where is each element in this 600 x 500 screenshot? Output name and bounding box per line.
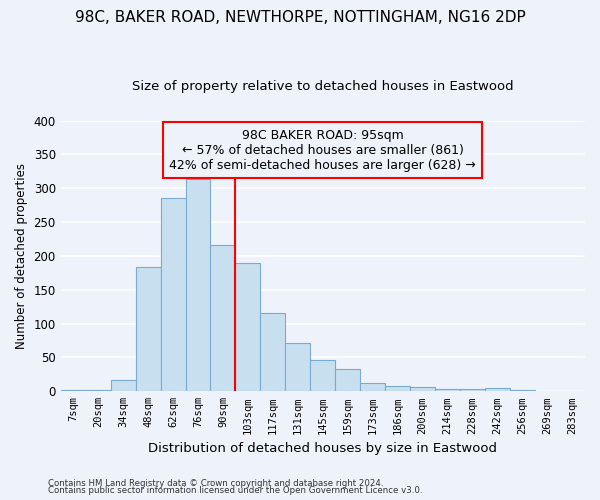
Bar bbox=[185, 180, 211, 392]
Bar bbox=[335, 369, 360, 392]
Text: Contains HM Land Registry data © Crown copyright and database right 2024.: Contains HM Land Registry data © Crown c… bbox=[48, 478, 383, 488]
Bar bbox=[136, 268, 161, 392]
Bar bbox=[310, 360, 335, 392]
Title: Size of property relative to detached houses in Eastwood: Size of property relative to detached ho… bbox=[132, 80, 514, 93]
Bar bbox=[211, 245, 235, 392]
Text: 98C, BAKER ROAD, NEWTHORPE, NOTTINGHAM, NG16 2DP: 98C, BAKER ROAD, NEWTHORPE, NOTTINGHAM, … bbox=[74, 10, 526, 25]
Bar bbox=[260, 313, 286, 392]
Bar bbox=[286, 342, 310, 392]
Bar bbox=[360, 382, 385, 392]
Bar bbox=[410, 386, 435, 392]
Bar bbox=[86, 390, 110, 392]
Bar bbox=[560, 390, 585, 392]
Bar bbox=[435, 388, 460, 392]
Bar bbox=[235, 262, 260, 392]
Bar bbox=[535, 390, 560, 392]
Text: Contains public sector information licensed under the Open Government Licence v3: Contains public sector information licen… bbox=[48, 486, 422, 495]
Bar bbox=[110, 380, 136, 392]
Bar bbox=[61, 390, 86, 392]
Bar bbox=[460, 388, 485, 392]
Bar bbox=[161, 198, 185, 392]
Bar bbox=[485, 388, 510, 392]
Y-axis label: Number of detached properties: Number of detached properties bbox=[15, 163, 28, 349]
X-axis label: Distribution of detached houses by size in Eastwood: Distribution of detached houses by size … bbox=[148, 442, 497, 455]
Text: 98C BAKER ROAD: 95sqm
← 57% of detached houses are smaller (861)
42% of semi-det: 98C BAKER ROAD: 95sqm ← 57% of detached … bbox=[169, 128, 476, 172]
Bar bbox=[510, 390, 535, 392]
Bar bbox=[385, 386, 410, 392]
